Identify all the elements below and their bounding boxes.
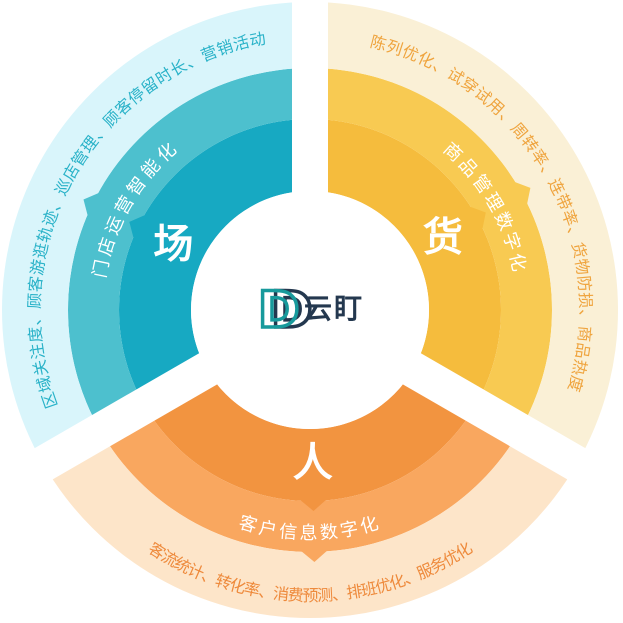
ring-boundary-arrows bbox=[83, 181, 531, 562]
sector-huo-big-label: 货 bbox=[423, 214, 463, 260]
logo: D D 云盯 bbox=[256, 279, 364, 341]
logo-d-front-glyph: D bbox=[258, 281, 300, 339]
sector-chang-big-label: 场 bbox=[153, 221, 193, 267]
sector-ren-big-label: 人 bbox=[293, 440, 333, 486]
logo-d-back-glyph: D bbox=[271, 281, 313, 339]
logo-wordmark: 云盯 bbox=[304, 292, 364, 325]
center-hole bbox=[191, 191, 429, 429]
